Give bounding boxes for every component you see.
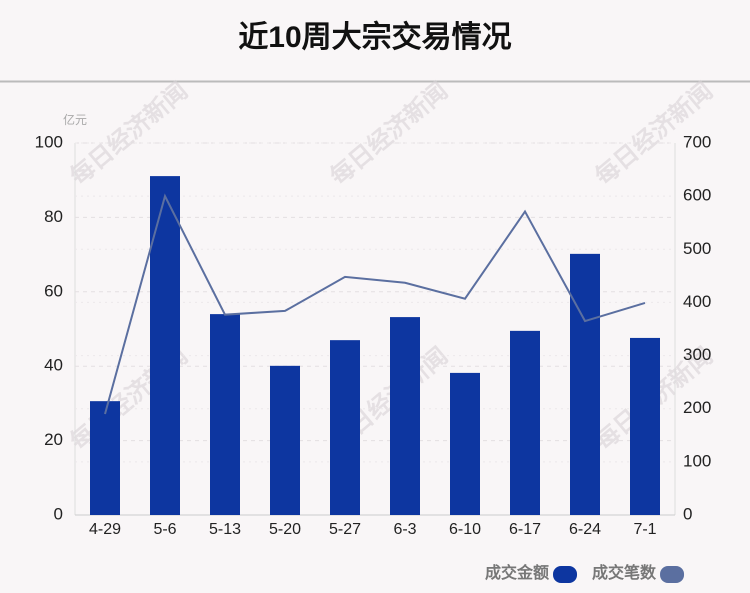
- y2-tick-label: 600: [683, 186, 711, 205]
- bar: [510, 330, 540, 515]
- x-tick-label: 6-3: [393, 521, 416, 538]
- y2-tick-label: 500: [683, 239, 711, 258]
- y2-tick-label: 0: [683, 504, 692, 523]
- y2-tick-label: 400: [683, 292, 711, 311]
- y2-tick-label: 100: [683, 451, 711, 470]
- x-tick-label: 5-13: [209, 521, 241, 538]
- y-tick-label: 60: [44, 281, 63, 300]
- bar: [270, 365, 300, 515]
- bar: [90, 401, 120, 515]
- x-tick-label: 5-20: [269, 521, 301, 538]
- legend-swatch: [660, 566, 685, 583]
- y2-tick-label: 300: [683, 345, 711, 364]
- x-tick-label: 6-24: [569, 521, 601, 538]
- y2-tick-label: 200: [683, 398, 711, 417]
- bar: [330, 340, 360, 515]
- x-tick-label: 7-1: [633, 521, 656, 538]
- chart-title: 近10周大宗交易情况: [238, 20, 511, 54]
- y-tick-label: 80: [44, 207, 63, 226]
- x-tick-label: 5-6: [153, 521, 176, 538]
- bar: [210, 314, 240, 515]
- x-tick-label: 4-29: [89, 521, 121, 538]
- y2-tick-label: 700: [683, 132, 711, 151]
- legend-label: 成交金额: [485, 563, 549, 582]
- legend-swatch: [553, 566, 578, 583]
- y-axis-unit: 亿元: [63, 112, 87, 127]
- bar: [570, 253, 600, 515]
- x-tick-label: 6-10: [449, 521, 481, 538]
- line: [104, 193, 646, 415]
- x-tick-label: 6-17: [509, 521, 541, 538]
- legend-label: 成交笔数: [592, 563, 657, 582]
- y-tick-label: 20: [44, 430, 63, 449]
- bar: [390, 317, 420, 515]
- y-tick-label: 40: [44, 356, 63, 375]
- bar: [630, 337, 660, 515]
- y-tick-label: 100: [35, 132, 63, 151]
- y-tick-label: 0: [54, 504, 63, 523]
- x-tick-label: 5-27: [329, 521, 361, 538]
- bar: [450, 372, 480, 515]
- bar: [150, 176, 180, 515]
